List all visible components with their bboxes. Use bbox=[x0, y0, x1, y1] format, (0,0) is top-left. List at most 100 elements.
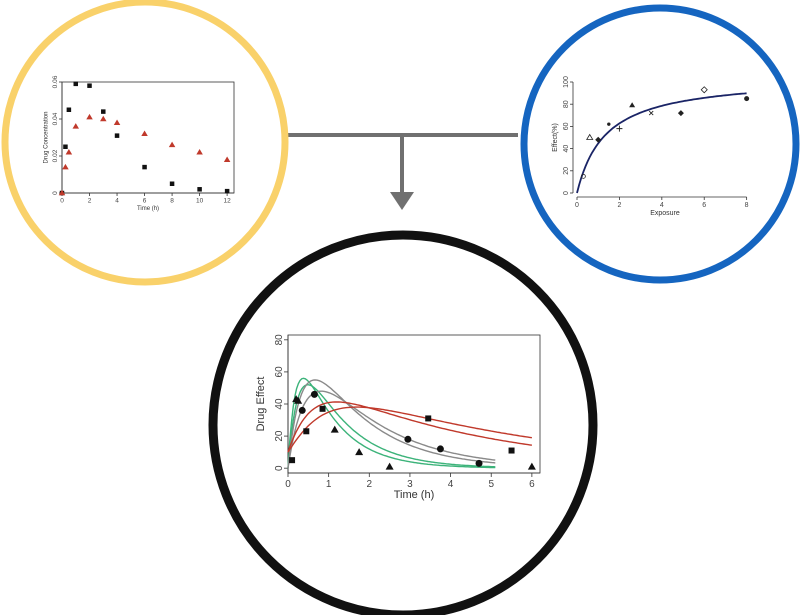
emax-fit-curve bbox=[576, 92, 747, 194]
x-tick-label: 2 bbox=[617, 202, 621, 209]
x-tick-label: 2 bbox=[88, 198, 92, 205]
pkpd-ring bbox=[208, 230, 598, 615]
x-tick-label: 0 bbox=[575, 202, 579, 209]
y-tick-label: 20 bbox=[274, 430, 285, 442]
x-tick-label: 6 bbox=[529, 479, 535, 490]
x-tick-label: 4 bbox=[115, 198, 119, 205]
concentration-point-series-1 bbox=[87, 83, 92, 88]
concentration-point-series-2 bbox=[168, 141, 176, 148]
effect-point bbox=[629, 102, 636, 108]
x-tick-label: 10 bbox=[196, 198, 204, 205]
model-effect-curve bbox=[287, 377, 496, 469]
x-tick-label: 12 bbox=[224, 198, 232, 205]
observed-effect-point bbox=[385, 462, 394, 470]
x-tick-label: 0 bbox=[285, 479, 291, 490]
y-tick-label: 100 bbox=[563, 76, 570, 88]
x-tick-label: 6 bbox=[702, 202, 706, 209]
x-axis-label: Time (h) bbox=[137, 206, 159, 212]
y-tick-label: 0.04 bbox=[52, 112, 59, 125]
y-tick-label: 20 bbox=[563, 167, 570, 175]
effect-point bbox=[595, 136, 602, 143]
observed-effect-point bbox=[319, 405, 326, 412]
concentration-point-series-2 bbox=[141, 130, 148, 137]
observed-effect-point bbox=[310, 390, 318, 398]
y-tick-label: 80 bbox=[274, 334, 285, 346]
observed-effect-point bbox=[508, 447, 515, 454]
concentration-point-series-1 bbox=[66, 107, 72, 112]
x-tick-label: 8 bbox=[170, 198, 174, 205]
concentration-point-series-1 bbox=[63, 144, 68, 149]
arrow-head-icon bbox=[390, 192, 414, 210]
observed-effect-point bbox=[475, 459, 483, 467]
model-effect-curve bbox=[287, 406, 532, 453]
observed-effect-point bbox=[289, 457, 296, 464]
observed-effect-point bbox=[436, 445, 444, 453]
y-axis-label: Drug Concentration bbox=[44, 111, 50, 163]
model-effect-curve bbox=[287, 401, 532, 453]
concentration-point-series-2 bbox=[58, 189, 66, 196]
concentration-point-series-1 bbox=[73, 81, 79, 87]
x-tick-label: 4 bbox=[448, 479, 454, 490]
y-tick-label: 60 bbox=[274, 366, 285, 378]
concentration-point-series-1 bbox=[142, 164, 147, 170]
effect-point bbox=[677, 110, 684, 117]
observed-effect-point bbox=[404, 435, 412, 443]
concentration-point-series-2 bbox=[72, 123, 80, 129]
y-tick-label: 0 bbox=[563, 191, 570, 195]
concentration-point-series-1 bbox=[114, 133, 120, 138]
y-tick-label: 0.06 bbox=[52, 75, 59, 88]
x-tick-label: 8 bbox=[745, 202, 749, 209]
effect-point bbox=[586, 133, 594, 140]
connector-lines bbox=[287, 133, 518, 210]
model-effect-curve bbox=[287, 384, 496, 469]
x-tick-label: 3 bbox=[407, 479, 413, 490]
concentration-point-series-2 bbox=[86, 113, 93, 120]
observed-effect-point bbox=[355, 448, 364, 456]
effect-point bbox=[744, 96, 750, 102]
effect-point bbox=[616, 125, 623, 132]
observed-effect-point bbox=[298, 406, 306, 414]
observed-effect-point bbox=[527, 462, 536, 470]
effect-point bbox=[700, 86, 708, 94]
concentration-point-series-2 bbox=[65, 149, 73, 155]
y-axis-label: Effect(%) bbox=[552, 123, 559, 152]
x-tick-label: 6 bbox=[143, 198, 147, 205]
x-axis-label: Exposure bbox=[650, 210, 680, 217]
model-effect-curve bbox=[287, 390, 496, 469]
pk-concentration-chart: 0 2 4 6 8 10 12 0 0.02 0.04 0.06 Time (h) Drug Conce… bbox=[44, 75, 235, 212]
y-tick-label: 0 bbox=[52, 191, 59, 195]
y-tick-label: 80 bbox=[563, 100, 570, 108]
model-effect-curve bbox=[287, 379, 496, 469]
x-tick-label: 0 bbox=[60, 198, 64, 205]
concentration-point-series-2 bbox=[100, 115, 107, 122]
x-tick-label: 4 bbox=[660, 202, 664, 209]
observed-effect-point bbox=[425, 415, 432, 422]
concentration-point-series-2 bbox=[196, 149, 203, 155]
concentration-point-series-1 bbox=[197, 187, 202, 192]
concentration-point-series-1 bbox=[224, 188, 230, 194]
effect-point bbox=[607, 122, 611, 126]
y-tick-label: 0.02 bbox=[52, 149, 59, 162]
concentration-point-series-1 bbox=[169, 181, 175, 186]
x-axis-label: Time (h) bbox=[394, 489, 435, 501]
concentration-point-series-2 bbox=[223, 156, 231, 162]
y-tick-label: 60 bbox=[563, 122, 570, 130]
concentration-point-series-1 bbox=[101, 109, 106, 114]
x-tick-label: 5 bbox=[488, 479, 494, 490]
y-tick-label: 0 bbox=[274, 465, 285, 471]
concentration-point-series-2 bbox=[62, 163, 69, 170]
effect-point bbox=[580, 173, 586, 179]
y-axis-label: Drug Effect bbox=[255, 377, 267, 432]
pk-ring bbox=[1, 0, 289, 286]
y-tick-label: 40 bbox=[274, 398, 285, 410]
observed-effect-point bbox=[330, 425, 339, 433]
effect-point bbox=[648, 110, 654, 116]
observed-effect-point bbox=[303, 428, 310, 435]
y-tick-label: 40 bbox=[563, 145, 570, 153]
pd-ring bbox=[520, 4, 800, 284]
x-tick-label: 2 bbox=[367, 479, 373, 490]
x-tick-label: 1 bbox=[326, 479, 332, 490]
